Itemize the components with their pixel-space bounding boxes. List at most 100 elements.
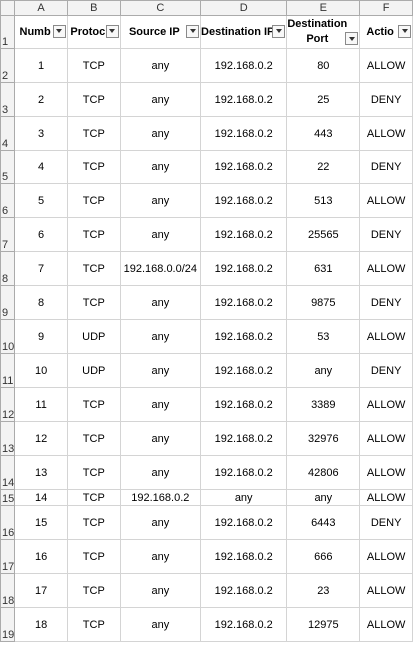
protocol-cell[interactable]: TCP [66,489,121,506]
protocol-cell[interactable]: TCP [66,82,121,117]
row-header[interactable]: 11 [0,353,16,388]
action-cell[interactable]: ALLOW [359,387,413,422]
action-cell[interactable]: ALLOW [359,489,413,506]
destination-ip-cell[interactable]: 192.168.0.2 [200,251,288,286]
filter-dropdown-icon[interactable] [398,24,411,38]
action-cell[interactable]: ALLOW [359,251,413,286]
row-header[interactable]: 6 [0,183,16,218]
action-cell[interactable]: ALLOW [359,319,413,354]
filter-dropdown-icon[interactable] [186,24,200,38]
action-cell[interactable]: DENY [359,217,413,252]
column-header-b[interactable]: B [66,0,121,16]
action-cell[interactable]: ALLOW [359,421,413,456]
source-ip-cell[interactable]: any [119,217,202,252]
destination-ip-cell[interactable]: 192.168.0.2 [200,573,288,608]
action-cell[interactable]: ALLOW [359,116,413,151]
protocol-cell[interactable]: TCP [66,421,121,456]
header-cell-destination-port[interactable]: Destination Port [286,15,361,49]
protocol-cell[interactable]: TCP [66,505,121,540]
source-ip-cell[interactable]: any [119,116,202,151]
number-cell[interactable]: 18 [14,607,68,642]
source-ip-cell[interactable]: any [119,82,202,117]
row-header[interactable]: 5 [0,150,16,184]
destination-port-cell[interactable]: 12975 [286,607,361,642]
row-header[interactable]: 1 [0,15,16,49]
number-cell[interactable]: 8 [14,285,68,320]
number-cell[interactable]: 13 [14,455,68,490]
column-header-f[interactable]: F [359,0,413,16]
source-ip-cell[interactable]: any [119,285,202,320]
column-header-d[interactable]: D [200,0,288,16]
source-ip-cell[interactable]: any [119,539,202,574]
number-cell[interactable]: 14 [14,489,68,506]
number-cell[interactable]: 15 [14,505,68,540]
destination-port-cell[interactable]: 631 [286,251,361,286]
row-header[interactable]: 13 [0,421,16,456]
source-ip-cell[interactable]: 192.168.0.2 [119,489,202,506]
number-cell[interactable]: 2 [14,82,68,117]
destination-ip-cell[interactable]: 192.168.0.2 [200,285,288,320]
action-cell[interactable]: DENY [359,82,413,117]
destination-port-cell[interactable]: 23 [286,573,361,608]
action-cell[interactable]: ALLOW [359,539,413,574]
destination-ip-cell[interactable]: 192.168.0.2 [200,116,288,151]
protocol-cell[interactable]: TCP [66,455,121,490]
number-cell[interactable]: 11 [14,387,68,422]
filter-dropdown-icon[interactable] [105,24,119,38]
destination-port-cell[interactable]: 25 [286,82,361,117]
number-cell[interactable]: 10 [14,353,68,388]
destination-port-cell[interactable]: any [286,353,361,388]
row-header[interactable]: 17 [0,539,16,574]
protocol-cell[interactable]: TCP [66,539,121,574]
action-cell[interactable]: DENY [359,505,413,540]
number-cell[interactable]: 12 [14,421,68,456]
destination-port-cell[interactable]: 42806 [286,455,361,490]
source-ip-cell[interactable]: any [119,455,202,490]
protocol-cell[interactable]: UDP [66,319,121,354]
number-cell[interactable]: 3 [14,116,68,151]
destination-ip-cell[interactable]: 192.168.0.2 [200,505,288,540]
source-ip-cell[interactable]: any [119,319,202,354]
source-ip-cell[interactable]: any [119,48,202,83]
destination-ip-cell[interactable]: 192.168.0.2 [200,387,288,422]
destination-port-cell[interactable]: 22 [286,150,361,184]
header-cell-action[interactable]: Actio [359,15,413,49]
row-header[interactable]: 9 [0,285,16,320]
destination-ip-cell[interactable]: 192.168.0.2 [200,150,288,184]
select-all-corner[interactable] [0,0,16,16]
source-ip-cell[interactable]: any [119,573,202,608]
protocol-cell[interactable]: TCP [66,573,121,608]
row-header[interactable]: 18 [0,573,16,608]
destination-port-cell[interactable]: 6443 [286,505,361,540]
row-header[interactable]: 7 [0,217,16,252]
number-cell[interactable]: 16 [14,539,68,574]
source-ip-cell[interactable]: any [119,421,202,456]
protocol-cell[interactable]: TCP [66,251,121,286]
action-cell[interactable]: ALLOW [359,455,413,490]
destination-ip-cell[interactable]: 192.168.0.2 [200,48,288,83]
protocol-cell[interactable]: TCP [66,116,121,151]
destination-port-cell[interactable]: 80 [286,48,361,83]
action-cell[interactable]: ALLOW [359,573,413,608]
action-cell[interactable]: DENY [359,353,413,388]
destination-ip-cell[interactable]: 192.168.0.2 [200,353,288,388]
protocol-cell[interactable]: TCP [66,150,121,184]
filter-dropdown-icon[interactable] [272,24,286,38]
protocol-cell[interactable]: UDP [66,353,121,388]
action-cell[interactable]: DENY [359,285,413,320]
destination-ip-cell[interactable]: 192.168.0.2 [200,455,288,490]
number-cell[interactable]: 9 [14,319,68,354]
destination-ip-cell[interactable]: any [200,489,288,506]
protocol-cell[interactable]: TCP [66,217,121,252]
action-cell[interactable]: ALLOW [359,607,413,642]
filter-dropdown-icon[interactable] [345,32,359,45]
destination-ip-cell[interactable]: 192.168.0.2 [200,183,288,218]
row-header[interactable]: 12 [0,387,16,422]
column-header-e[interactable]: E [286,0,361,16]
source-ip-cell[interactable]: any [119,183,202,218]
protocol-cell[interactable]: TCP [66,183,121,218]
row-header[interactable]: 14 [0,455,16,490]
destination-ip-cell[interactable]: 192.168.0.2 [200,539,288,574]
number-cell[interactable]: 7 [14,251,68,286]
source-ip-cell[interactable]: 192.168.0.0/24 [119,251,202,286]
